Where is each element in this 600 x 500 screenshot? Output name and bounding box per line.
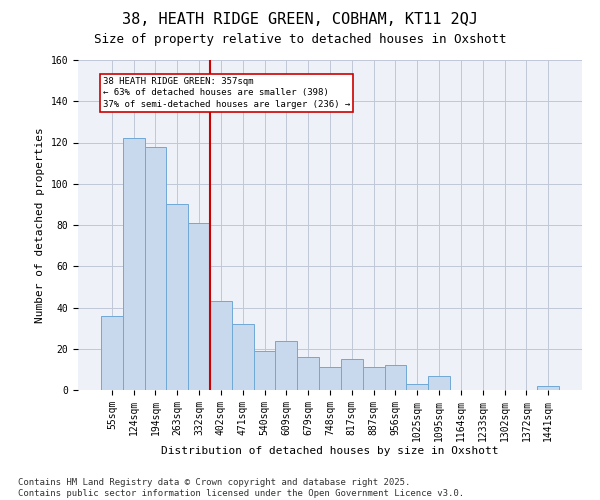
Bar (297, 357, 319, 390)
Bar (319, 368, 341, 390)
Bar (537, 386, 559, 390)
Bar (166, 204, 188, 390)
Bar (145, 146, 166, 390)
Bar (254, 351, 275, 390)
Bar (363, 368, 385, 390)
Bar (275, 340, 297, 390)
Bar (123, 138, 145, 390)
Text: Contains HM Land Registry data © Crown copyright and database right 2025.
Contai: Contains HM Land Registry data © Crown c… (18, 478, 464, 498)
Text: Size of property relative to detached houses in Oxshott: Size of property relative to detached ho… (94, 32, 506, 46)
Text: 38, HEATH RIDGE GREEN, COBHAM, KT11 2QJ: 38, HEATH RIDGE GREEN, COBHAM, KT11 2QJ (122, 12, 478, 28)
Bar (101, 316, 123, 390)
Bar (210, 302, 232, 390)
Bar (406, 384, 428, 390)
Bar (385, 365, 406, 390)
Bar (188, 223, 210, 390)
Y-axis label: Number of detached properties: Number of detached properties (35, 127, 45, 323)
Text: 38 HEATH RIDGE GREEN: 357sqm
← 63% of detached houses are smaller (398)
37% of s: 38 HEATH RIDGE GREEN: 357sqm ← 63% of de… (103, 76, 350, 109)
Bar (428, 376, 450, 390)
Bar (341, 359, 363, 390)
Bar (232, 324, 254, 390)
X-axis label: Distribution of detached houses by size in Oxshott: Distribution of detached houses by size … (161, 446, 499, 456)
